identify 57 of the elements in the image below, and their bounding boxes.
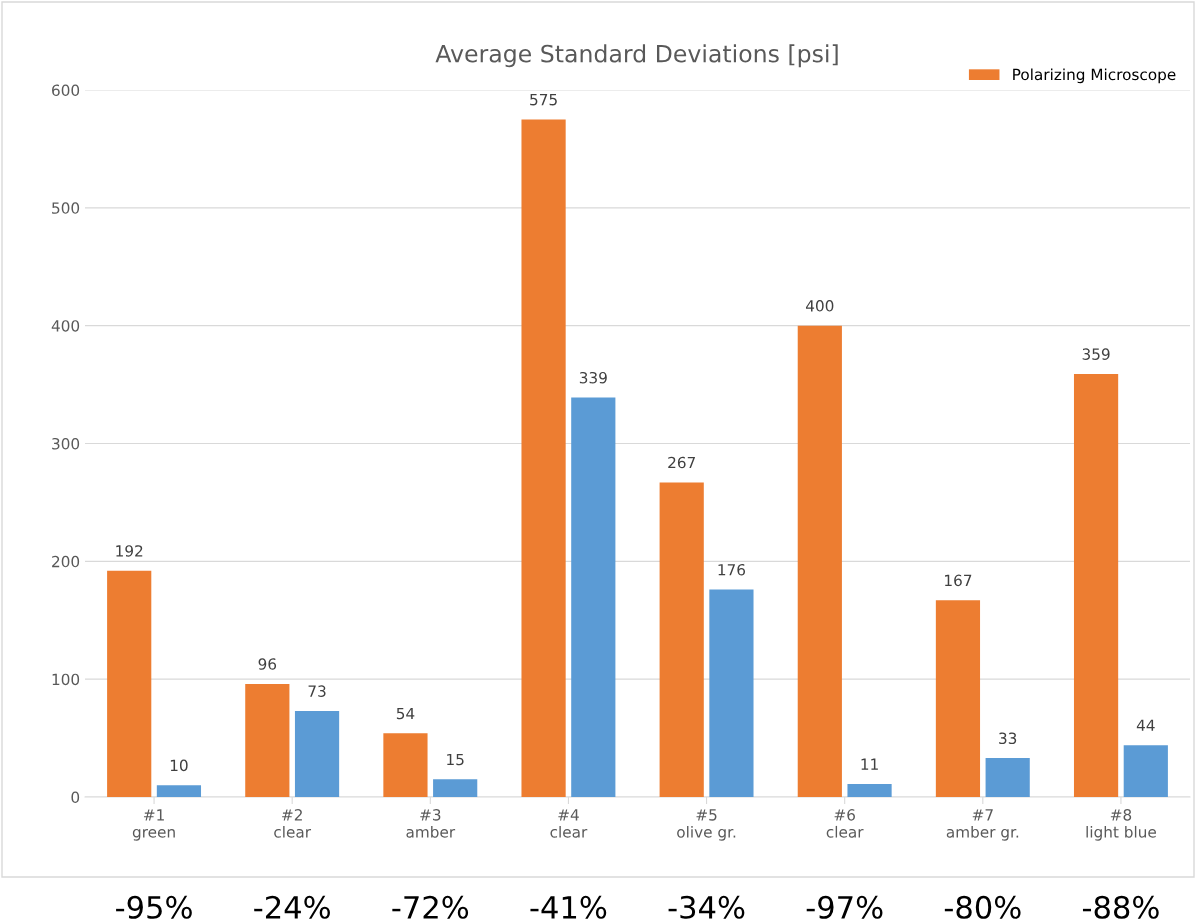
bar bbox=[107, 570, 152, 797]
data-label: 176 bbox=[718, 563, 746, 576]
bar bbox=[245, 683, 290, 797]
y-tick-label: 300 bbox=[52, 437, 80, 450]
data-label: 54 bbox=[396, 707, 415, 720]
data-label: 339 bbox=[579, 371, 607, 384]
x-tick-label: #1 green bbox=[132, 809, 175, 841]
data-label: 10 bbox=[170, 759, 188, 772]
text: -95% bbox=[116, 895, 192, 919]
data-label: 96 bbox=[258, 658, 277, 670]
data-label: 73 bbox=[308, 685, 326, 697]
chart-title: Average Standard Deviations [psi] bbox=[435, 44, 838, 68]
data-label: 400 bbox=[805, 300, 834, 312]
data-label: 11 bbox=[861, 758, 878, 770]
data-label: 44 bbox=[1136, 719, 1155, 731]
x-tick-label: #7 amber gr. bbox=[946, 809, 1019, 841]
y-tick-label: 400 bbox=[51, 320, 80, 332]
y-tick-label: 600 bbox=[52, 84, 80, 97]
data-label: 33 bbox=[999, 732, 1017, 745]
bar bbox=[383, 733, 428, 797]
bar bbox=[433, 779, 478, 797]
data-label: 267 bbox=[668, 456, 695, 469]
bar bbox=[571, 397, 616, 797]
x-tick-label: #3 amber bbox=[406, 809, 456, 838]
x-tick-label: #2 clear bbox=[274, 809, 312, 838]
y-tick-label: 200 bbox=[52, 555, 80, 568]
bar bbox=[847, 784, 892, 797]
y-tick-label: 500 bbox=[52, 202, 80, 214]
text: -24% bbox=[254, 895, 330, 919]
bar bbox=[521, 119, 566, 797]
x-tick-label: #5 olive gr. bbox=[677, 809, 736, 841]
legend-label: Polarizing Microscope bbox=[1013, 68, 1176, 84]
bar bbox=[935, 600, 981, 797]
text: -88% bbox=[1082, 895, 1159, 919]
bar bbox=[1123, 745, 1168, 797]
text: -97% bbox=[806, 895, 883, 919]
data-label: 192 bbox=[116, 545, 143, 557]
bar bbox=[156, 785, 202, 797]
text: -41% bbox=[530, 895, 607, 919]
bar bbox=[797, 325, 842, 797]
y-tick-label: 0 bbox=[71, 791, 80, 804]
x-tick-label: #4 clear bbox=[550, 809, 588, 838]
y-tick-label: 100 bbox=[52, 673, 80, 686]
data-label: 167 bbox=[945, 574, 972, 587]
bar bbox=[659, 482, 704, 797]
bar bbox=[709, 589, 754, 797]
data-label: 575 bbox=[530, 94, 557, 106]
bar bbox=[1073, 373, 1119, 797]
bar bbox=[985, 758, 1030, 797]
text: -80% bbox=[944, 895, 1021, 919]
data-label: 359 bbox=[1082, 348, 1110, 360]
bar bbox=[294, 710, 340, 797]
data-label: 15 bbox=[447, 753, 464, 766]
text: -72% bbox=[392, 895, 469, 919]
text: -34% bbox=[668, 895, 745, 919]
x-tick-label: #8 light blue bbox=[1086, 809, 1156, 841]
x-tick-label: #6 clear bbox=[826, 809, 864, 838]
